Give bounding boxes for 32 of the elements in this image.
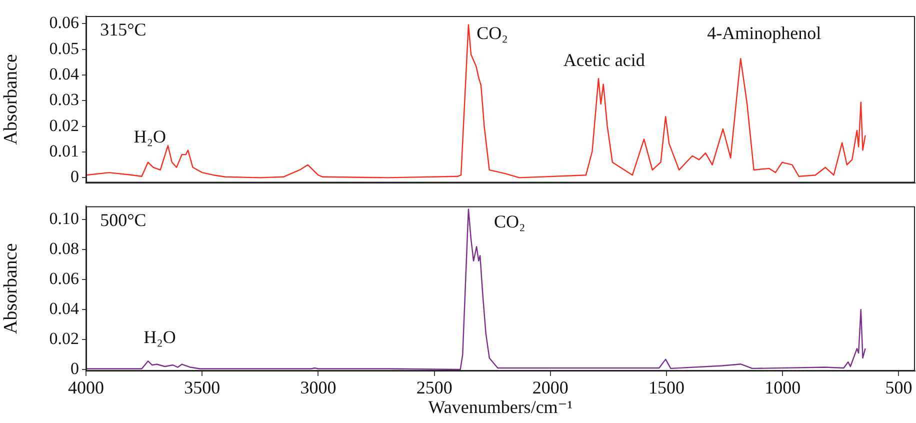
y-tick-label: 0.05 (49, 38, 79, 58)
annotation: 500°C (100, 210, 146, 230)
x-tick-label: 1000 (764, 378, 801, 398)
y-tick-label: 0.08 (49, 239, 79, 258)
annotation: Acetic acid (563, 50, 645, 70)
y-tick-label: 0 (70, 167, 79, 186)
y-tick-label: 0.02 (49, 116, 79, 135)
y-tick-label: 0.04 (49, 299, 80, 318)
y-tick-label: 0.03 (49, 90, 79, 110)
x-tick-label: 500 (885, 378, 912, 398)
annotation: CO₂ (476, 23, 508, 44)
x-tick-label: 3000 (300, 378, 336, 398)
annotation: 4-Aminophenol (707, 23, 822, 44)
y-tick-label: 0.02 (49, 329, 79, 348)
x-tick-label: 2000 (532, 378, 568, 398)
y-tick-label: 0.10 (49, 209, 79, 228)
x-tick-label: 1500 (648, 378, 685, 398)
x-tick-label: 2500 (416, 378, 452, 398)
y-tick-label: 0 (70, 358, 79, 378)
y-tick-label: 0.06 (49, 13, 79, 32)
x-tick-label: 4000 (68, 378, 104, 398)
y-axis-title: Absorbance (0, 243, 22, 334)
annotation: CO₂ (494, 211, 526, 232)
x-tick-label: 3500 (184, 378, 220, 398)
annotation: H₂O (134, 126, 166, 146)
y-tick-label: 0.01 (49, 141, 79, 160)
y-tick-label: 0.04 (49, 64, 80, 84)
y-tick-label: 0.06 (49, 269, 79, 288)
annotation: 315°C (100, 20, 146, 40)
y-axis-title: Absorbance (0, 54, 22, 145)
annotation: H₂O (144, 326, 176, 347)
x-axis-title: Wavenumbers/cm⁻¹ (428, 396, 573, 417)
